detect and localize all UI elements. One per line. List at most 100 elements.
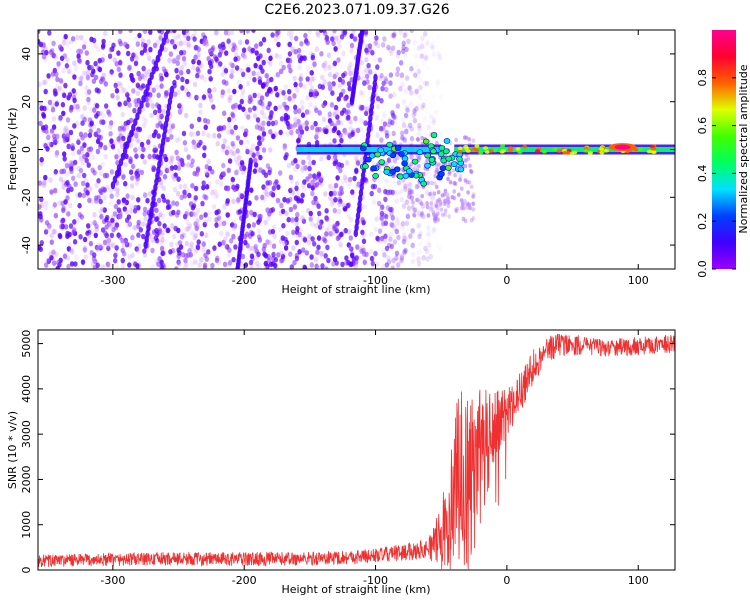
noise-point [171,200,176,206]
noise-point [297,124,303,130]
noise-point [229,73,234,79]
noise-point [88,221,93,227]
noise-point [362,105,367,111]
noise-point [61,36,66,43]
noise-point [333,35,339,42]
noise-point [146,39,151,45]
noise-point [261,246,266,253]
noise-point [133,147,138,153]
noise-point [190,183,195,189]
noise-point [61,110,66,117]
noise-point [297,64,302,71]
noise-point [423,47,427,53]
noise-point [391,257,396,264]
noise-point [112,57,117,63]
noise-point [298,76,303,82]
noise-point [245,148,250,155]
noise-point [208,76,213,82]
noise-point [334,71,340,78]
noise-point [289,30,294,36]
noise-point [256,228,262,234]
streak-point [141,95,146,103]
noise-point [240,92,245,99]
noise-point [316,235,322,241]
noise-point [317,224,323,230]
noise-point [160,213,166,220]
noise-point [52,228,57,235]
noise-point [42,141,47,147]
noise-point [459,198,464,203]
noise-point [409,195,415,201]
noise-point [129,76,135,82]
noise-point [182,140,188,146]
noise-point [252,168,258,174]
noise-point [93,232,99,239]
noise-point [179,70,184,76]
noise-point [454,137,458,143]
noise-point [308,91,313,98]
noise-point [381,220,386,227]
noise-point [261,103,266,110]
noise-point [244,111,249,118]
noise-point [365,73,370,80]
noise-point [439,263,443,269]
noise-point [381,80,386,87]
noise-point [344,160,350,166]
noise-point [103,30,108,37]
noise-point [368,69,373,75]
noise-point [278,54,283,60]
noise-point [49,128,55,134]
noise-point [294,255,300,262]
noise-point [41,53,47,60]
noise-point [379,235,385,242]
noise-point [313,256,318,262]
noise-point [230,180,235,187]
noise-point [51,52,56,59]
noise-point [139,169,145,176]
noise-point [285,198,290,204]
noise-point [250,47,256,54]
noise-point [266,215,271,221]
noise-point [255,151,260,157]
noise-point [471,216,476,221]
noise-point [393,118,398,125]
noise-point [98,170,104,177]
carrier-blob [565,151,571,155]
noise-point [401,238,407,245]
noise-point [332,73,337,80]
noise-point [169,165,175,171]
noise-point [339,137,344,144]
noise-point [300,165,306,171]
noise-point [66,246,72,252]
noise-point [179,64,184,71]
noise-point [222,261,228,268]
noise-point [208,93,213,99]
noise-point [193,185,199,192]
noise-point [201,130,206,137]
noise-point [43,88,48,95]
carrier-blob [599,147,605,151]
noise-point [407,85,412,91]
noise-point [65,180,70,186]
noise-point [57,200,62,206]
noise-point [361,232,366,239]
noise-point [66,263,71,269]
y-tick-label: 1000 [20,511,33,539]
noise-point [103,81,109,87]
noise-point [142,47,148,53]
noise-point [93,258,98,265]
noise-point [376,42,381,49]
noise-point [202,262,208,269]
noise-point [72,60,77,66]
noise-point [167,57,172,64]
noise-point [54,152,59,159]
noise-point [205,170,211,177]
noise-point [422,55,428,61]
noise-point [469,184,474,189]
noise-point [445,196,450,201]
noise-point [188,244,193,250]
noise-point [223,185,229,191]
noise-point [408,101,414,108]
noise-point [86,162,91,168]
